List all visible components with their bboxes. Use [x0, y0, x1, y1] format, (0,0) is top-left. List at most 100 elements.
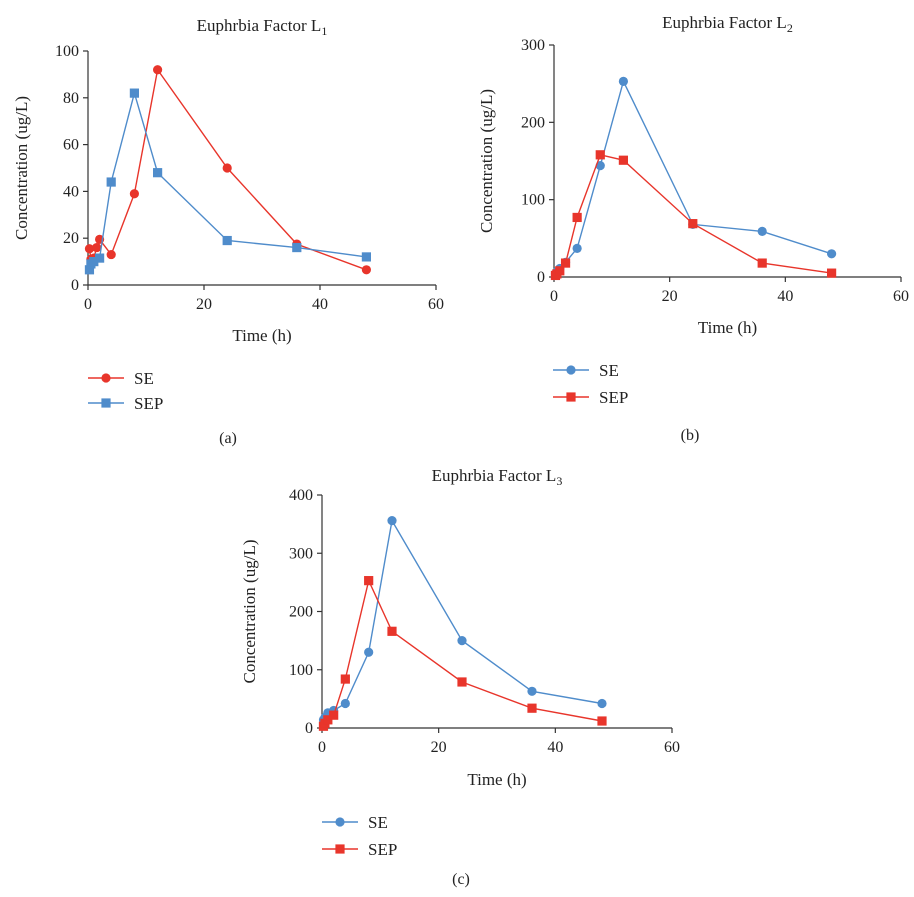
data-point	[618, 155, 628, 165]
legend-marker	[335, 817, 345, 827]
panel-label: (b)	[681, 427, 700, 444]
legend-entry-sep: SEP	[553, 388, 628, 407]
data-point	[688, 219, 698, 229]
y-tick-label: 200	[289, 604, 313, 621]
legend-label: SE	[134, 369, 154, 388]
data-point	[757, 226, 767, 236]
data-point	[92, 242, 102, 253]
x-tick-label: 40	[312, 296, 328, 313]
data-point	[364, 647, 374, 657]
data-point	[527, 703, 537, 713]
series-sep	[84, 88, 371, 275]
x-tick-label: 60	[893, 288, 909, 305]
panel-label: (c)	[452, 871, 470, 888]
legend-marker	[566, 392, 576, 402]
y-tick-label: 0	[71, 277, 79, 294]
chart-panel-1: Euphrbia Factor L1 0 20 40 60 0 20 40 60 80 100 Tim…	[12, 16, 444, 447]
y-tick-label: 0	[537, 269, 545, 286]
data-point	[387, 626, 397, 636]
data-point	[106, 177, 116, 187]
series-sep	[318, 576, 607, 731]
data-point	[555, 266, 565, 276]
x-tick-label: 0	[84, 296, 92, 313]
y-axis-label: Concentration (ug/L)	[12, 96, 31, 240]
data-point	[457, 677, 467, 687]
legend-entry-se: SE	[322, 813, 388, 832]
data-point	[572, 243, 582, 253]
data-point	[323, 715, 333, 725]
y-tick-label: 100	[289, 662, 313, 679]
y-axis-label: Concentration (ug/L)	[240, 540, 259, 684]
y-tick-label: 100	[521, 192, 545, 209]
y-tick-label: 20	[63, 230, 79, 247]
data-point	[827, 249, 837, 259]
y-tick-label: 200	[521, 114, 545, 131]
x-axis-label: Time (h)	[467, 770, 526, 789]
x-tick-label: 60	[664, 739, 680, 756]
y-tick-label: 40	[63, 183, 79, 200]
x-tick-label: 20	[196, 296, 212, 313]
x-tick-label: 40	[777, 288, 793, 305]
legend-label: SEP	[599, 388, 628, 407]
data-point	[361, 265, 371, 275]
data-point	[572, 212, 582, 223]
y-tick-label: 80	[63, 90, 79, 107]
data-point	[129, 189, 139, 199]
y-axis-label: Concentration (ug/L)	[477, 89, 496, 233]
x-tick-label: 20	[662, 288, 678, 305]
chart-title-subscript: 2	[787, 21, 793, 35]
x-tick-label: 0	[318, 739, 326, 756]
data-point	[153, 168, 163, 178]
chart-title-text: Euphrbia Factor L	[197, 16, 322, 35]
y-tick-label: 60	[63, 137, 79, 154]
x-tick-label: 20	[431, 739, 447, 756]
legend-entry-se: SE	[553, 361, 619, 380]
y-tick-label: 300	[521, 37, 545, 54]
series-se	[550, 76, 837, 279]
data-point	[364, 576, 374, 586]
legend-marker	[101, 398, 111, 408]
y-tick-label: 0	[305, 720, 313, 737]
data-point	[618, 76, 629, 86]
chart-title-subscript: 1	[321, 24, 327, 38]
legend-label: SE	[368, 813, 388, 832]
data-point	[222, 163, 232, 173]
x-tick-label: 0	[550, 288, 558, 305]
series-sep	[550, 150, 837, 281]
data-point	[340, 674, 350, 684]
chart-title-subscript: 3	[556, 474, 562, 488]
data-point	[329, 710, 339, 720]
data-point	[595, 150, 605, 160]
data-point	[106, 249, 116, 260]
data-point	[292, 242, 302, 253]
x-tick-label: 60	[428, 296, 444, 313]
legend-label: SEP	[134, 394, 163, 413]
legend-label: SEP	[368, 840, 397, 859]
data-point	[597, 698, 607, 709]
data-point	[827, 268, 837, 278]
data-point	[89, 257, 99, 267]
data-point	[457, 636, 467, 646]
x-axis-label: Time (h)	[698, 318, 757, 337]
legend-entry-se: SE	[88, 369, 154, 388]
x-tick-label: 40	[547, 739, 563, 756]
y-tick-label: 400	[289, 487, 313, 504]
data-point	[361, 252, 371, 262]
legend-entry-sep: SEP	[322, 840, 397, 859]
data-point	[84, 265, 95, 275]
legend-label: SE	[599, 361, 619, 380]
legend-entry-sep: SEP	[88, 394, 163, 413]
data-point	[340, 698, 350, 709]
y-tick-label: 300	[289, 545, 313, 562]
chart-title: Euphrbia Factor L2	[662, 13, 793, 35]
chart-panel-2: Euphrbia Factor L2 0 20 40 60 0 100 200 300 Time …	[477, 13, 909, 444]
data-point	[153, 65, 163, 75]
data-point	[527, 686, 537, 696]
chart-title: Euphrbia Factor L1	[197, 16, 328, 38]
panel-label: (a)	[219, 430, 237, 447]
chart-title: Euphrbia Factor L3	[432, 466, 563, 488]
y-tick-label: 100	[55, 43, 79, 60]
chart-panel-3: Euphrbia Factor L3 0 20 40 60 0 100 200 300 400 Ti…	[240, 466, 680, 888]
series-line	[554, 79, 832, 275]
data-point	[84, 244, 95, 254]
